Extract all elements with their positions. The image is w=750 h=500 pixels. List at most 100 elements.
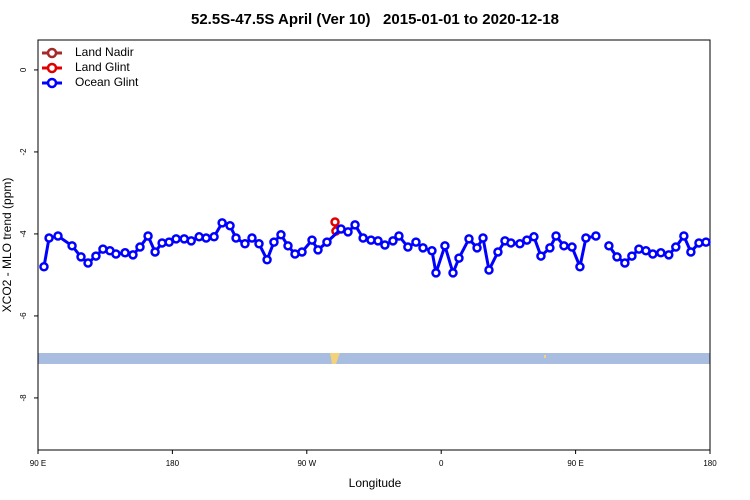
series-point xyxy=(493,247,503,257)
series-point xyxy=(135,242,145,252)
series-point xyxy=(604,241,614,251)
series-point xyxy=(373,236,383,246)
series-point xyxy=(686,247,696,257)
series-point xyxy=(201,233,211,243)
series-point xyxy=(83,258,93,268)
series-point xyxy=(53,231,63,241)
series-point xyxy=(76,252,86,262)
series-point xyxy=(581,233,591,243)
series-point xyxy=(111,249,121,259)
series-point xyxy=(269,237,279,247)
series-point xyxy=(567,242,577,252)
series-point xyxy=(403,242,413,252)
series-point xyxy=(388,236,398,246)
series-point xyxy=(701,237,711,247)
series-point xyxy=(350,220,360,230)
series-point xyxy=(679,231,689,241)
series-point xyxy=(536,251,546,261)
series-point xyxy=(128,250,138,260)
series-point xyxy=(418,243,428,253)
series-point xyxy=(591,231,601,241)
legend-label: Land Nadir xyxy=(75,45,134,59)
series-point xyxy=(394,231,404,241)
x-tick-label: 90 E xyxy=(567,459,583,468)
x-tick-label: 90 E xyxy=(30,459,46,468)
series-point xyxy=(254,239,264,249)
series-point xyxy=(209,232,219,242)
chart-title: 52.5S-47.5S April (Ver 10) 2015-01-01 to… xyxy=(191,11,559,28)
series-point xyxy=(620,258,630,268)
series-point xyxy=(120,248,130,258)
series-point xyxy=(656,248,666,258)
series-point xyxy=(551,231,561,241)
x-tick-label: 0 xyxy=(439,459,444,468)
legend-marker xyxy=(46,62,58,74)
series-point xyxy=(411,237,421,247)
legend-marker xyxy=(46,47,58,59)
series-point xyxy=(627,251,637,261)
series-point xyxy=(283,241,293,251)
y-tick-label: -2 xyxy=(19,148,28,156)
series-point xyxy=(664,250,674,260)
series-point xyxy=(39,261,49,272)
series-point xyxy=(484,265,494,275)
series-point xyxy=(454,253,464,263)
land-patch xyxy=(544,355,546,358)
series-point xyxy=(231,233,241,243)
series-point xyxy=(472,243,482,253)
y-tick-label: -8 xyxy=(19,394,28,402)
series-point xyxy=(247,233,257,243)
series-point xyxy=(297,247,307,257)
series-point xyxy=(612,252,622,262)
series-point xyxy=(240,239,250,249)
series-point xyxy=(358,233,368,243)
series-point xyxy=(506,238,516,248)
series-point xyxy=(322,237,332,247)
series-point xyxy=(307,235,317,245)
series-point xyxy=(150,247,160,257)
y-tick-label: -4 xyxy=(19,230,28,238)
series-point xyxy=(171,234,181,244)
series-point xyxy=(91,251,101,261)
x-tick-label: 180 xyxy=(703,459,717,468)
series-point xyxy=(545,243,555,253)
series-point xyxy=(313,245,323,255)
series-point xyxy=(143,231,153,241)
series-point xyxy=(671,242,681,252)
series-point xyxy=(186,236,196,246)
series-point xyxy=(448,268,458,278)
series-point xyxy=(380,240,390,250)
series-point xyxy=(44,233,54,243)
x-tick-label: 180 xyxy=(166,459,180,468)
series-point xyxy=(515,239,525,249)
series-point xyxy=(464,234,474,244)
legend-marker xyxy=(46,77,58,89)
x-tick-label: 90 W xyxy=(297,459,316,468)
series-point xyxy=(262,255,272,265)
legend-label: Ocean Glint xyxy=(75,75,139,89)
series-point xyxy=(575,261,585,272)
series-point xyxy=(343,227,353,237)
series-point xyxy=(478,233,488,243)
legend-label: Land Glint xyxy=(75,60,130,74)
series-point xyxy=(427,245,437,256)
series-point xyxy=(225,220,235,231)
series-point xyxy=(67,241,77,251)
series-point xyxy=(431,268,441,278)
series-point xyxy=(648,249,658,259)
y-tick-label: -6 xyxy=(19,312,28,320)
x-axis-label: Longitude xyxy=(349,476,402,490)
series-point xyxy=(276,230,286,240)
plot-frame xyxy=(37,39,711,451)
series-point xyxy=(217,218,227,228)
y-tick-label: 0 xyxy=(19,67,28,72)
land-mask-band xyxy=(38,353,710,364)
series-point xyxy=(529,232,539,242)
series-point xyxy=(522,235,532,245)
series-point xyxy=(440,241,450,251)
land-patch xyxy=(330,353,340,364)
series-point xyxy=(559,241,569,251)
series-point xyxy=(164,237,174,247)
y-axis-label: XCO2 - MLO trend (ppm) xyxy=(0,178,14,313)
